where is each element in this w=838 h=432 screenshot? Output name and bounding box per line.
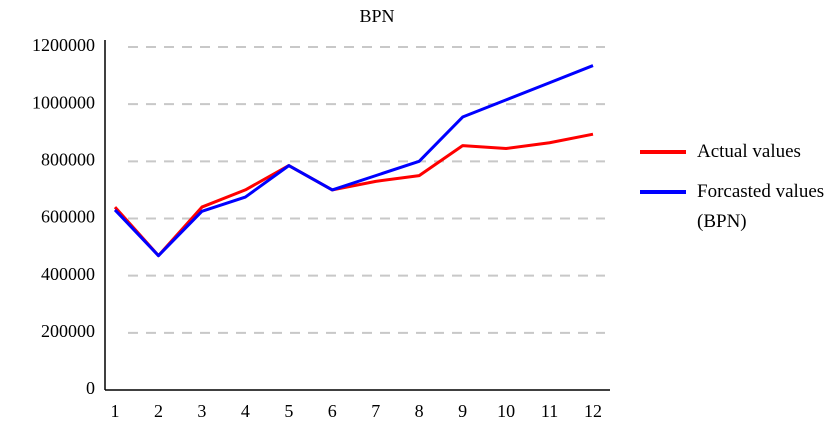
x-tick-label: 4 [241, 401, 250, 421]
y-tick-label: 1000000 [32, 92, 95, 112]
y-tick-label: 0 [86, 378, 95, 398]
y-tick-label: 200000 [41, 321, 95, 341]
y-tick-label: 1200000 [32, 35, 95, 55]
x-tick-label: 7 [371, 401, 380, 421]
y-tick-label: 600000 [41, 207, 95, 227]
chart-title: BPN [359, 6, 394, 26]
x-tick-label: 6 [328, 401, 337, 421]
data-line [113, 64, 594, 258]
x-tick-label: 1 [111, 401, 120, 421]
x-tick-label: 10 [497, 401, 515, 421]
legend-label: Forcasted values (BPN) [697, 181, 825, 232]
x-tick-label: 5 [284, 401, 293, 421]
y-tick-label: 400000 [41, 264, 95, 284]
x-tick-label: 3 [197, 401, 206, 421]
legend-label: Actual values [697, 141, 801, 162]
x-tick-label: 9 [458, 401, 467, 421]
x-tick-label: 8 [415, 401, 424, 421]
x-tick-label: 11 [541, 401, 558, 421]
y-tick-label: 800000 [41, 149, 95, 169]
x-tick-label: 12 [584, 401, 602, 421]
data-line [113, 132, 594, 258]
x-tick-label: 2 [154, 401, 163, 421]
